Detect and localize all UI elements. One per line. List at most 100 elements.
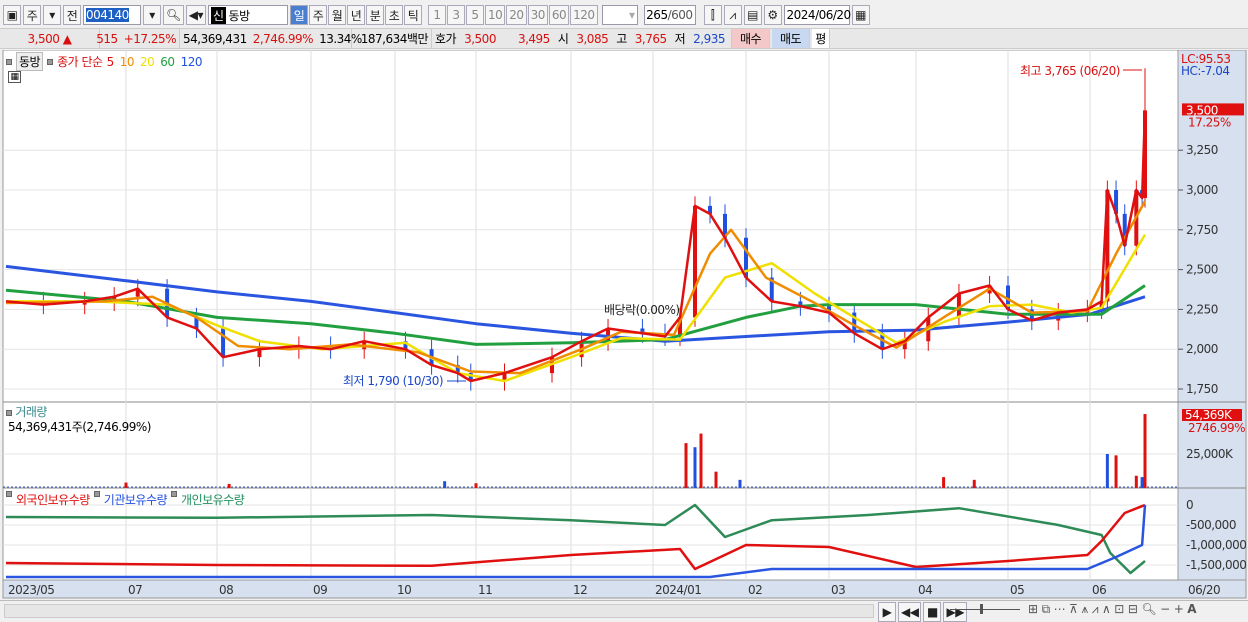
open-label: 시 [557,32,569,46]
ma-period-label[interactable]: 20 [140,54,155,69]
volume-bar [972,479,976,488]
interval-buttons: 1 3 5 10 20 30 60 120 [428,5,598,25]
interval-button[interactable]: 20 [506,5,527,25]
ma-period-label[interactable]: 60 [160,54,175,69]
holding-series-label[interactable]: 개인보유수량 [181,493,245,507]
volume-bar [227,483,231,488]
candle-body [82,301,87,305]
window-icon[interactable]: ⊟ [1127,602,1138,616]
holding-series-label[interactable]: 외국인보유수량 [16,493,90,507]
indicator-add-icon[interactable]: ⩘ [723,5,742,25]
candle-icon[interactable]: ⫿ [703,5,722,25]
volume-title[interactable]: 거래량 [15,405,47,419]
period-tab[interactable]: 분 [366,5,384,25]
interval-button[interactable]: 30 [527,5,548,25]
interval-button[interactable]: 5 [466,5,484,25]
font-icon[interactable]: A [1187,602,1197,616]
line-icon[interactable]: ⩘ [1091,602,1099,616]
bid-price: 3,495 [517,31,550,46]
interval-select[interactable]: ▾ [601,5,638,25]
last-price-marker [1182,103,1244,116]
overlap-icon[interactable]: ⧉ [1041,602,1051,616]
ma120-line [5,264,1146,343]
play-icon[interactable]: ▶ [878,602,896,622]
last-pct-label: 17.25% [1188,115,1231,129]
stock-name-field[interactable]: 신 동방 [208,5,288,25]
stop-icon[interactable]: ■ [923,602,942,622]
eval-button[interactable]: 평 [812,29,830,48]
sell-button[interactable]: 매도 [772,29,810,48]
rewind-icon[interactable]: ◀◀ [898,602,922,622]
candle-body [744,237,748,278]
foreign-holding-line [5,503,1146,571]
x-tick-label: 06 [1092,583,1106,597]
price-tick-label: 3,250 [1186,143,1218,157]
stock-code-input[interactable]: 004140 [83,5,141,25]
zoom-in-icon[interactable]: + [1173,602,1184,616]
buy-button[interactable]: 매수 [732,29,770,48]
volume-bar [124,482,128,488]
period-type-select[interactable]: 주 [23,5,41,25]
holding-series-label[interactable]: 기관보유수량 [103,493,168,507]
compare-icon[interactable]: ⋯ [1053,602,1066,616]
candle-body [502,373,507,382]
high-label: 고 [616,32,627,46]
gear-icon[interactable]: ⚙ [763,5,782,25]
sound-icon[interactable]: ◀▾ [185,5,206,25]
zoom-slider[interactable] [950,604,1020,614]
holding-legend: 외국인보유수량 기관보유수량 개인보유수량 [6,491,245,508]
stock-code-value: 004140 [86,8,129,22]
period-tab[interactable]: 년 [347,5,365,25]
period-tab[interactable]: 주 [309,5,327,25]
save-icon[interactable]: ▤ [743,5,762,25]
slider-handle[interactable] [980,604,983,614]
stock-chart[interactable]: 3,250 3,000 2,750 2,500 2,250 2,000 1,750 LC:95… [0,50,1248,600]
bar-icon[interactable]: ⊡ [1114,602,1124,616]
candle-body [194,317,199,329]
interval-button[interactable]: 60 [548,5,570,25]
ma-label[interactable]: 종가 단순 [57,55,103,69]
stock-name: 동방 [228,8,251,23]
search-icon[interactable]: 🔍︎ [1141,602,1157,616]
scroll-bar[interactable]: ▶ ◀◀ ■ ▶▶ ⊞ ⧉ ⋯ ⊼ ⩚ ⩘ ∧ ⊡ ⊟ 🔍︎ − + A [0,600,1248,622]
interval-button[interactable]: 1 [428,5,446,25]
interval-button[interactable]: 10 [485,5,506,25]
ma-period-label[interactable]: 120 [180,54,203,69]
interval-button[interactable]: 120 [570,5,598,25]
price-series-name[interactable]: 동방 [16,52,44,71]
candle-body [798,301,803,307]
volume-bar [443,481,447,488]
date-input[interactable]: 2024/06/20 [783,5,851,25]
low-price: 2,935 [693,31,726,46]
x-tick-label: 03 [831,583,845,597]
code-dropdown-icon[interactable]: ▾ [143,5,161,25]
calendar-icon[interactable]: ▦ [851,5,870,25]
period-tab[interactable]: 틱 [404,5,422,25]
interval-button[interactable]: 3 [447,5,465,25]
candle-body [640,328,645,334]
ma-period-label[interactable]: 5 [106,54,115,69]
fast-forward-icon[interactable]: ▶▶ [943,602,967,622]
prev-button[interactable]: 전 [63,5,81,25]
turnover: 13.34% [319,31,362,46]
volume-bar [942,477,946,488]
ma-period-label[interactable]: 10 [119,54,135,69]
grid-icon[interactable]: ⊞ [1028,602,1038,616]
scroll-track[interactable] [4,604,874,618]
period-tab[interactable]: 일 [290,5,308,25]
count-input[interactable]: 265/600 [643,5,696,25]
dropdown-icon[interactable]: ▾ [43,5,61,25]
period-tab[interactable]: 초 [385,5,403,25]
trend-icon[interactable]: ⩚ [1081,602,1088,616]
price-tick-label: 1,750 [1186,382,1218,396]
draw-icon[interactable]: ∧ [1102,602,1111,616]
layout-icon[interactable]: ▣ [3,5,21,25]
volume-bar [693,447,697,488]
table-icon[interactable]: ▦ [8,71,21,83]
zoom-out-icon[interactable]: − [1160,602,1170,616]
search-icon[interactable]: 🔍︎ [163,5,184,25]
period-tab[interactable]: 월 [328,5,346,25]
cursor-icon[interactable]: ⊼ [1069,602,1078,616]
holding-tick-label: -500,000 [1186,518,1236,532]
